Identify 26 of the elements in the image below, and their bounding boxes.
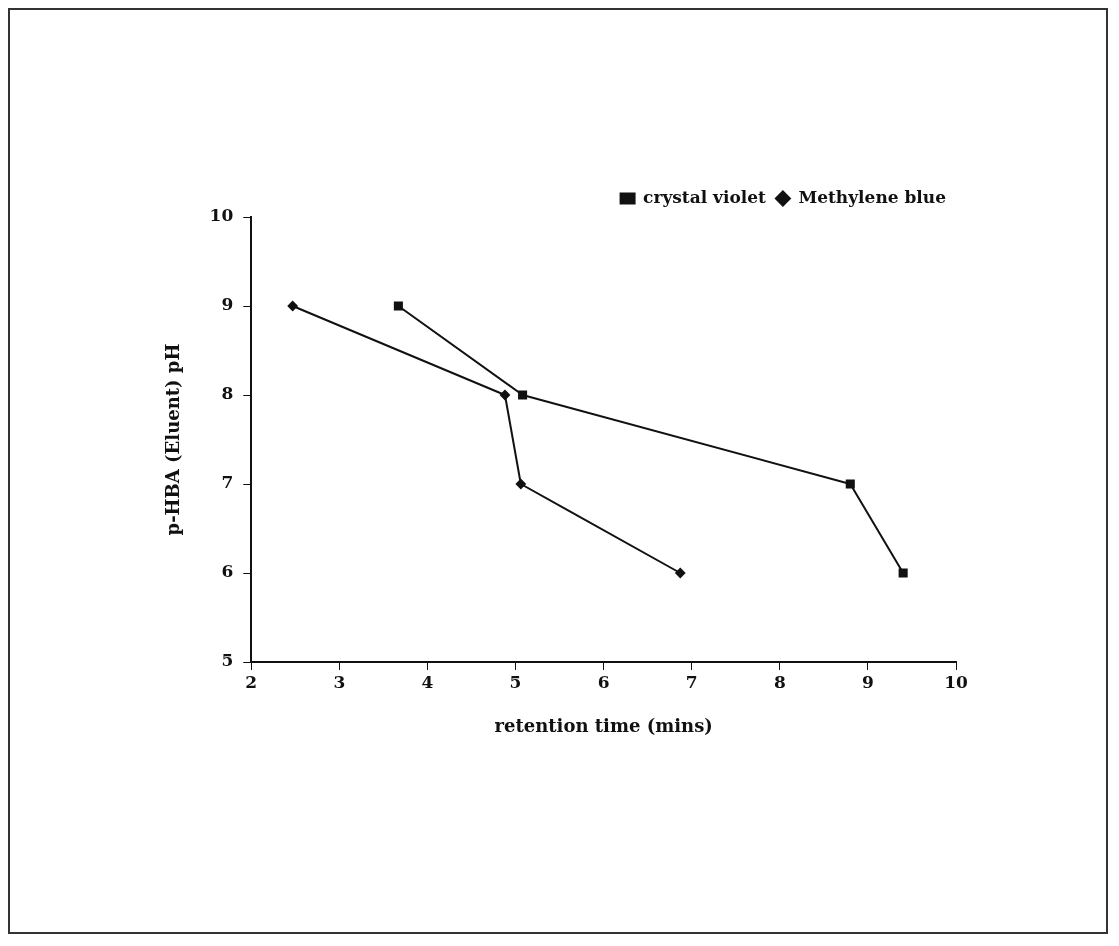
x-tick-label: 6 — [597, 671, 610, 692]
y-tick-label: 9 — [221, 294, 234, 315]
y-axis-title: p-HBA (Eluent) pH — [162, 343, 184, 536]
y-tick-label: 6 — [221, 561, 234, 582]
point — [675, 568, 686, 578]
y-tick-label: 5 — [221, 650, 234, 671]
y-tick-label: 10 — [209, 205, 234, 226]
point — [898, 568, 908, 578]
x-tick-label: 7 — [685, 671, 698, 692]
x-tick-label: 8 — [773, 671, 786, 692]
point — [393, 301, 403, 311]
legend-label: crystal violet — [643, 186, 767, 207]
x-tick-label: 4 — [421, 671, 434, 692]
y-tick-label: 8 — [221, 383, 234, 404]
point — [287, 301, 298, 311]
point — [518, 390, 528, 400]
y-tick-label: 7 — [221, 472, 234, 493]
x-tick-label: 2 — [245, 671, 258, 692]
legend-label: Methylene blue — [798, 186, 947, 207]
point — [499, 390, 510, 400]
point — [515, 479, 526, 489]
x-tick-label: 3 — [333, 671, 346, 692]
x-tick-label: 10 — [944, 671, 968, 692]
x-tick-label: 5 — [509, 671, 522, 692]
point — [845, 479, 855, 489]
x-tick-label: 9 — [861, 671, 874, 692]
